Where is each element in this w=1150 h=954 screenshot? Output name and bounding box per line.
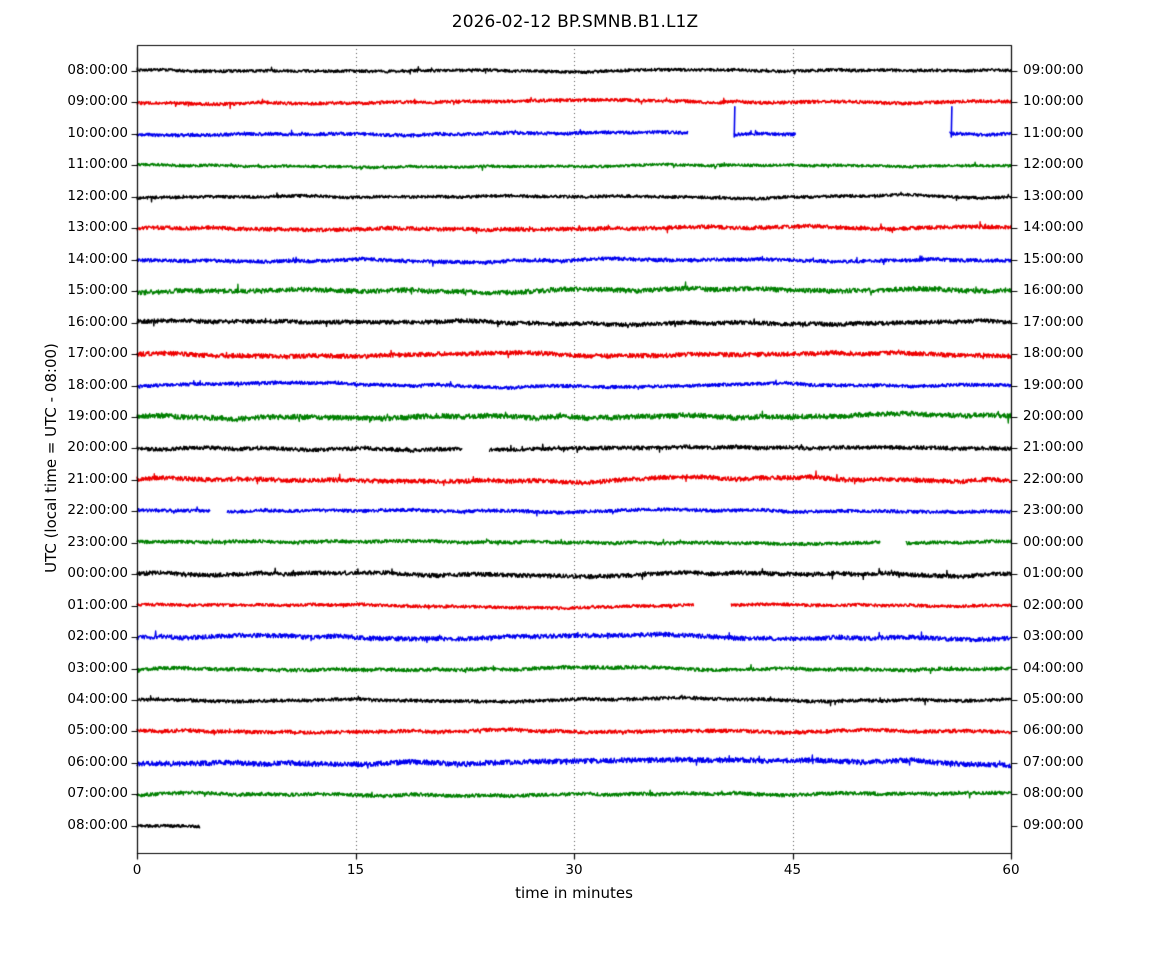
y-tick-left-17: 01:00:00 [67,596,128,613]
y-tick-right-21: 06:00:00 [1023,722,1084,739]
y-tick-right-2: 11:00:00 [1023,124,1084,141]
x-tick-2: 30 [565,862,583,878]
y-tick-right-9: 18:00:00 [1023,345,1084,362]
y-tick-right-17: 02:00:00 [1023,596,1084,613]
y-tick-right-19: 04:00:00 [1023,659,1084,676]
y-tick-left-5: 13:00:00 [67,219,128,236]
y-tick-left-15: 23:00:00 [67,533,128,550]
y-tick-left-11: 19:00:00 [67,407,128,424]
y-tick-right-1: 10:00:00 [1023,93,1084,110]
y-tick-left-8: 16:00:00 [67,313,128,330]
y-tick-left-21: 05:00:00 [67,722,128,739]
y-tick-left-12: 20:00:00 [67,439,128,456]
y-tick-right-13: 22:00:00 [1023,470,1084,487]
y-tick-left-9: 17:00:00 [67,345,128,362]
y-tick-right-12: 21:00:00 [1023,439,1084,456]
y-tick-left-10: 18:00:00 [67,376,128,393]
y-tick-left-7: 15:00:00 [67,282,128,299]
y-tick-right-24: 09:00:00 [1023,816,1084,833]
y-tick-left-24: 08:00:00 [67,816,128,833]
y-tick-right-0: 09:00:00 [1023,62,1084,78]
y-tick-right-6: 15:00:00 [1023,250,1084,267]
y-tick-right-15: 00:00:00 [1023,533,1084,550]
y-tick-left-4: 12:00:00 [67,187,128,204]
y-tick-right-16: 01:00:00 [1023,565,1084,582]
y-tick-right-23: 08:00:00 [1023,785,1084,802]
y-tick-left-2: 10:00:00 [67,124,128,141]
y-tick-left-20: 04:00:00 [67,691,128,707]
y-tick-left-19: 03:00:00 [67,659,128,676]
y-tick-left-6: 14:00:00 [67,250,128,267]
y-tick-right-5: 14:00:00 [1023,219,1084,236]
y-tick-left-22: 06:00:00 [67,753,128,770]
y-tick-left-23: 07:00:00 [67,785,128,802]
y-tick-left-18: 02:00:00 [67,628,128,645]
y-tick-right-18: 03:00:00 [1023,628,1084,645]
y-tick-left-14: 22:00:00 [67,502,128,519]
y-tick-right-14: 23:00:00 [1023,502,1084,519]
y-tick-left-13: 21:00:00 [67,470,128,487]
y-tick-right-8: 17:00:00 [1023,313,1084,330]
y-tick-left-16: 00:00:00 [67,565,128,582]
x-tick-0: 0 [132,862,142,878]
y-tick-right-7: 16:00:00 [1023,282,1084,299]
y-tick-right-20: 05:00:00 [1023,691,1084,707]
x-tick-3: 45 [783,862,802,878]
x-tick-1: 15 [346,862,365,878]
y-tick-right-10: 19:00:00 [1023,376,1084,393]
y-tick-right-22: 07:00:00 [1023,753,1084,770]
x-tick-4: 60 [1002,862,1020,878]
y-tick-right-4: 13:00:00 [1023,187,1084,204]
y-tick-left-1: 09:00:00 [67,93,128,110]
y-tick-left-0: 08:00:00 [67,62,128,78]
y-tick-left-3: 11:00:00 [67,156,128,173]
y-tick-right-11: 20:00:00 [1023,407,1084,424]
y-tick-right-3: 12:00:00 [1023,156,1084,173]
